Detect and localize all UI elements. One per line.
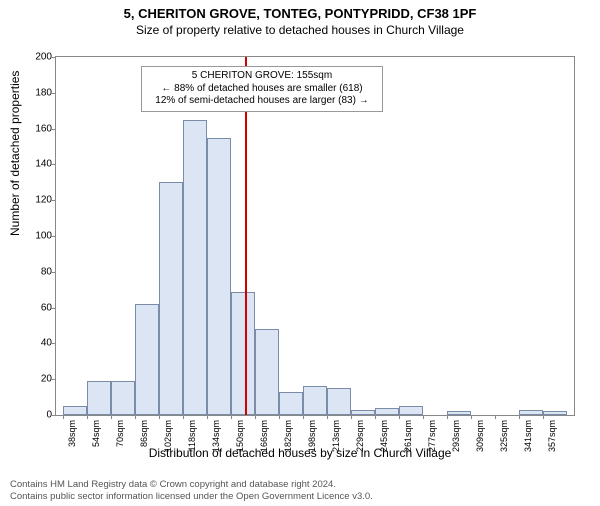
footer-line2: Contains public sector information licen…: [10, 491, 373, 502]
y-tick-mark: [51, 236, 55, 237]
x-tick-label: 293sqm: [451, 420, 461, 460]
x-tick-mark: [207, 415, 208, 419]
y-tick-label: 40: [22, 338, 52, 349]
y-tick-mark: [51, 272, 55, 273]
x-tick-mark: [183, 415, 184, 419]
histogram-bar: [543, 411, 567, 415]
histogram-bar: [159, 182, 183, 415]
histogram-bar: [351, 410, 375, 415]
x-tick-label: 86sqm: [139, 420, 149, 460]
x-tick-label: 102sqm: [163, 420, 173, 460]
chart-title-sub: Size of property relative to detached ho…: [0, 23, 600, 37]
x-tick-label: 245sqm: [379, 420, 389, 460]
histogram-bar: [279, 392, 303, 415]
x-tick-mark: [471, 415, 472, 419]
x-tick-mark: [495, 415, 496, 419]
x-tick-label: 309sqm: [475, 420, 485, 460]
x-tick-label: 213sqm: [331, 420, 341, 460]
y-tick-label: 200: [22, 52, 52, 63]
y-tick-mark: [51, 343, 55, 344]
histogram-bar: [519, 410, 543, 415]
x-tick-mark: [543, 415, 544, 419]
histogram-bar: [183, 120, 207, 415]
x-tick-mark: [87, 415, 88, 419]
x-tick-label: 54sqm: [91, 420, 101, 460]
x-tick-label: 277sqm: [427, 420, 437, 460]
annotation-line2: ← 88% of detached houses are smaller (61…: [147, 83, 377, 96]
x-tick-mark: [423, 415, 424, 419]
histogram-bar: [207, 138, 231, 415]
histogram-bar: [327, 388, 351, 415]
y-tick-mark: [51, 379, 55, 380]
y-tick-label: 120: [22, 195, 52, 206]
x-tick-label: 341sqm: [523, 420, 533, 460]
y-tick-label: 60: [22, 302, 52, 313]
x-tick-label: 70sqm: [115, 420, 125, 460]
histogram-bar: [87, 381, 111, 415]
x-tick-label: 118sqm: [187, 420, 197, 460]
x-tick-label: 166sqm: [259, 420, 269, 460]
x-tick-mark: [231, 415, 232, 419]
y-tick-label: 180: [22, 87, 52, 98]
footer-line1: Contains HM Land Registry data © Crown c…: [10, 479, 373, 490]
x-tick-mark: [135, 415, 136, 419]
y-tick-label: 0: [22, 410, 52, 421]
annotation-line3: 12% of semi-detached houses are larger (…: [147, 95, 377, 108]
x-tick-mark: [399, 415, 400, 419]
x-tick-mark: [159, 415, 160, 419]
y-tick-mark: [51, 308, 55, 309]
y-tick-mark: [51, 200, 55, 201]
x-tick-label: 182sqm: [283, 420, 293, 460]
x-tick-mark: [255, 415, 256, 419]
x-tick-mark: [519, 415, 520, 419]
histogram-bar: [135, 304, 159, 415]
y-tick-mark: [51, 164, 55, 165]
x-tick-label: 134sqm: [211, 420, 221, 460]
histogram-bar: [255, 329, 279, 415]
x-tick-mark: [447, 415, 448, 419]
y-tick-mark: [51, 129, 55, 130]
y-tick-label: 80: [22, 266, 52, 277]
x-tick-mark: [327, 415, 328, 419]
x-tick-label: 325sqm: [499, 420, 509, 460]
x-tick-mark: [63, 415, 64, 419]
y-tick-mark: [51, 57, 55, 58]
x-tick-label: 261sqm: [403, 420, 413, 460]
histogram-bar: [303, 386, 327, 415]
y-tick-label: 20: [22, 374, 52, 385]
annotation-line1: 5 CHERITON GROVE: 155sqm: [147, 70, 377, 83]
x-tick-mark: [279, 415, 280, 419]
y-tick-mark: [51, 415, 55, 416]
histogram-bar: [375, 408, 399, 415]
x-tick-mark: [111, 415, 112, 419]
x-tick-label: 357sqm: [547, 420, 557, 460]
histogram-bar: [111, 381, 135, 415]
histogram-bar: [231, 292, 255, 416]
x-tick-label: 229sqm: [355, 420, 365, 460]
y-tick-label: 100: [22, 231, 52, 242]
chart-plot-area: 5 CHERITON GROVE: 155sqm← 88% of detache…: [55, 56, 575, 416]
x-tick-mark: [375, 415, 376, 419]
x-tick-mark: [351, 415, 352, 419]
x-tick-mark: [303, 415, 304, 419]
y-tick-label: 160: [22, 123, 52, 134]
annotation-box: 5 CHERITON GROVE: 155sqm← 88% of detache…: [141, 66, 383, 112]
x-tick-label: 38sqm: [67, 420, 77, 460]
chart-title-main: 5, CHERITON GROVE, TONTEG, PONTYPRIDD, C…: [0, 6, 600, 21]
x-tick-label: 198sqm: [307, 420, 317, 460]
x-axis-label: Distribution of detached houses by size …: [0, 446, 600, 460]
histogram-bar: [399, 406, 423, 415]
histogram-bar: [447, 411, 471, 415]
x-tick-label: 150sqm: [235, 420, 245, 460]
y-tick-mark: [51, 93, 55, 94]
histogram-bar: [63, 406, 87, 415]
y-axis-label: Number of detached properties: [8, 71, 22, 236]
y-tick-label: 140: [22, 159, 52, 170]
footer-attribution: Contains HM Land Registry data © Crown c…: [10, 479, 373, 502]
